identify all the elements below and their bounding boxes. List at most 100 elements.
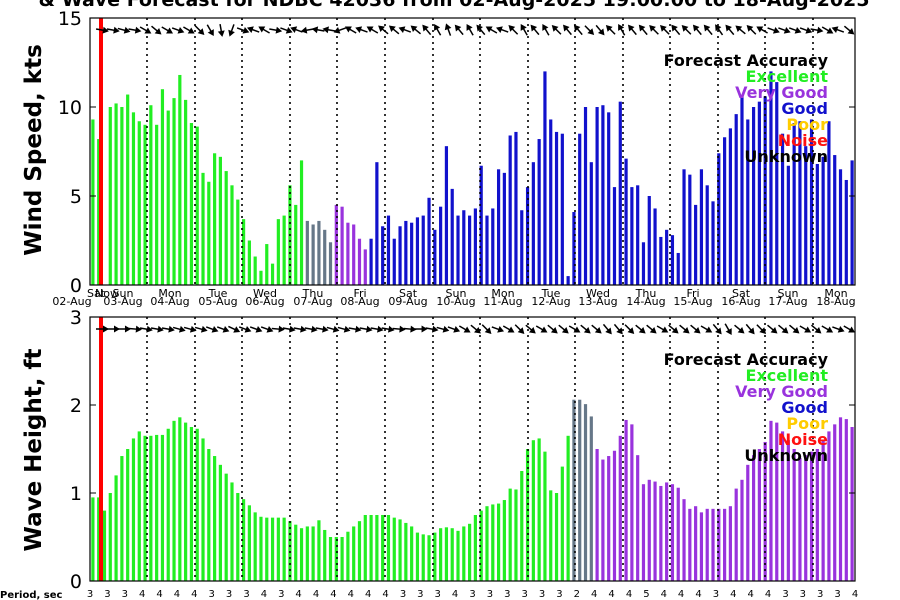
- arrow-head: [242, 27, 250, 34]
- day-label: Sun: [778, 287, 799, 300]
- period-value: 3: [817, 589, 823, 600]
- arrow-head: [805, 27, 813, 34]
- direction-arrow: [359, 325, 373, 333]
- direction-arrow: [767, 324, 778, 334]
- arrow-head: [671, 24, 678, 32]
- direction-arrow: [258, 26, 270, 34]
- arrow-head: [725, 24, 732, 32]
- wind-bar: [143, 124, 147, 285]
- wind-bar: [207, 181, 211, 285]
- arrow-head: [542, 23, 549, 31]
- direction-arrow: [128, 26, 142, 34]
- day-label: Fri: [686, 287, 699, 300]
- wave-bar: [496, 503, 501, 581]
- day-label: Wed: [586, 287, 610, 300]
- date-label: 12-Aug: [531, 295, 570, 308]
- direction-arrow: [646, 324, 657, 334]
- wave-bar: [357, 521, 362, 581]
- direction-arrow: [810, 324, 822, 334]
- arrow-head: [246, 26, 254, 33]
- wave-bar: [763, 441, 767, 581]
- wind-bar: [160, 89, 165, 285]
- wind-bar: [809, 119, 814, 286]
- arrow-head: [528, 326, 536, 334]
- wave-bar: [241, 499, 246, 581]
- direction-arrow: [551, 25, 562, 35]
- direction-arrow: [656, 325, 669, 333]
- arrow-head: [444, 23, 452, 31]
- period-value: 3: [226, 589, 232, 600]
- wind-bar: [583, 107, 588, 285]
- wind-bar: [751, 107, 756, 285]
- wave-bar: [670, 484, 675, 581]
- arrow-head: [300, 26, 308, 34]
- arrow-head: [725, 328, 732, 336]
- arrow-head: [597, 28, 605, 36]
- direction-arrow: [171, 27, 185, 34]
- period-value: 3: [522, 589, 528, 600]
- wave-bar: [421, 534, 425, 581]
- direction-arrow: [236, 27, 250, 34]
- arrow-head: [177, 27, 185, 34]
- wind-bar: [688, 174, 692, 285]
- y-tick-label: 2: [70, 395, 82, 417]
- direction-arrow: [217, 23, 225, 37]
- direction-arrow: [388, 25, 400, 35]
- direction-arrow: [649, 25, 659, 35]
- direction-arrow: [821, 325, 834, 333]
- arrow-head: [197, 28, 205, 35]
- direction-arrow: [151, 25, 162, 35]
- wave-bar: [809, 451, 814, 581]
- period-value: 3: [87, 589, 93, 600]
- direction-arrow: [542, 23, 550, 36]
- direction-arrow: [799, 27, 813, 34]
- arrow-head: [759, 327, 767, 334]
- arrow-head: [123, 26, 131, 34]
- legend-title: Forecast Accuracy: [664, 350, 829, 369]
- wave-bar: [705, 508, 709, 581]
- direction-arrow: [447, 326, 461, 333]
- direction-arrow: [392, 325, 406, 333]
- direction-arrow: [584, 25, 595, 35]
- period-value: 3: [713, 589, 719, 600]
- arrow-head: [322, 26, 329, 34]
- date-label: 14-Aug: [626, 295, 665, 308]
- arrow-head: [453, 326, 461, 333]
- period-value: 4: [852, 589, 858, 600]
- arrow-head: [638, 326, 646, 334]
- wave-bar: [213, 456, 217, 581]
- period-value: 4: [261, 589, 267, 600]
- period-value: 4: [695, 589, 701, 600]
- wind-bar: [676, 252, 680, 285]
- wave-bar: [717, 508, 721, 581]
- arrow-head: [507, 326, 515, 333]
- arrow-head: [715, 327, 722, 335]
- direction-arrow: [778, 27, 791, 34]
- wind-bar: [404, 220, 408, 285]
- legend-item: Noise: [778, 131, 828, 150]
- wind-bar: [439, 206, 443, 285]
- direction-arrow: [228, 325, 241, 333]
- wave-bar: [363, 515, 367, 581]
- wave-bar: [346, 531, 350, 581]
- wind-bar: [838, 169, 843, 285]
- direction-arrow: [535, 325, 548, 333]
- arrow-head: [746, 25, 754, 32]
- direction-arrow: [703, 24, 713, 36]
- direction-arrow: [692, 24, 702, 36]
- y-tick-label: 10: [58, 97, 82, 119]
- wave-bar: [659, 485, 663, 581]
- wave-bar: [352, 526, 356, 581]
- direction-arrow: [638, 24, 648, 36]
- chart-title: & Wave Forecast for NDBC 42036 from 02-A…: [39, 0, 870, 11]
- arrow-head: [495, 26, 503, 33]
- arrow-head: [551, 25, 559, 32]
- wind-bar: [172, 98, 176, 285]
- wave-bar: [833, 424, 837, 581]
- wind-bar: [543, 71, 547, 286]
- direction-arrow: [326, 325, 340, 333]
- day-label: Sat: [87, 287, 106, 300]
- wind-bar: [665, 229, 669, 285]
- arrow-head: [735, 25, 743, 33]
- arrow-head: [410, 325, 417, 333]
